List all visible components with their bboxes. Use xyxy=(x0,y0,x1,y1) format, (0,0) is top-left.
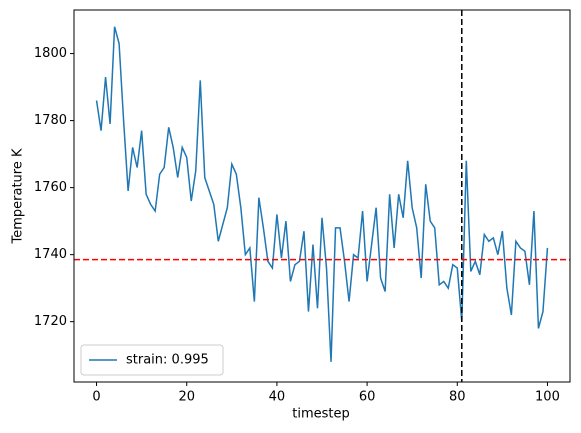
y-axis-label: Temperature K xyxy=(11,148,26,244)
x-tick-label: 60 xyxy=(359,390,376,405)
data-line xyxy=(95,26,549,362)
y-tick-label: 1780 xyxy=(34,113,67,128)
y-tick-label: 1740 xyxy=(34,247,67,262)
plot-frame xyxy=(73,9,571,383)
x-tick-label: 100 xyxy=(535,390,560,405)
x-tick-label: 20 xyxy=(178,390,195,405)
x-tick-label: 80 xyxy=(449,390,466,405)
y-tick-label: 1760 xyxy=(34,180,67,195)
legend-box xyxy=(80,344,224,376)
y-tick-label: 1800 xyxy=(34,46,67,61)
x-tick-label: 40 xyxy=(269,390,286,405)
x-tick-label: 0 xyxy=(92,390,100,405)
x-axis-label: timestep xyxy=(292,407,350,422)
legend-label: strain: 0.995 xyxy=(126,353,209,368)
y-tick-label: 1720 xyxy=(34,314,67,329)
